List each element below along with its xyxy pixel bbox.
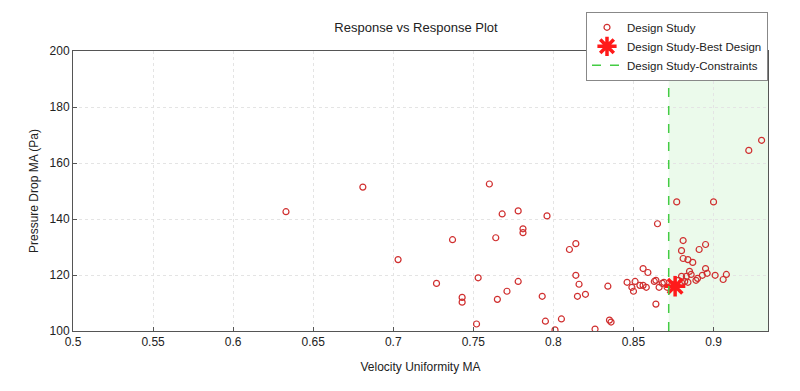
svg-text:100: 100 bbox=[50, 324, 70, 338]
svg-text:120: 120 bbox=[50, 268, 70, 282]
svg-text:0.5: 0.5 bbox=[65, 335, 82, 349]
svg-text:160: 160 bbox=[50, 156, 70, 170]
svg-text:0.55: 0.55 bbox=[141, 335, 165, 349]
svg-text:Design Study-Constraints: Design Study-Constraints bbox=[627, 60, 758, 72]
svg-text:0.6: 0.6 bbox=[225, 335, 242, 349]
svg-text:0.9: 0.9 bbox=[705, 335, 722, 349]
svg-text:0.7: 0.7 bbox=[385, 335, 402, 349]
svg-text:Design Study: Design Study bbox=[627, 22, 696, 34]
svg-text:0.75: 0.75 bbox=[462, 335, 486, 349]
svg-text:Response vs Response Plot: Response vs Response Plot bbox=[334, 20, 498, 35]
svg-text:180: 180 bbox=[50, 100, 70, 114]
svg-text:Design Study-Best Design: Design Study-Best Design bbox=[627, 41, 761, 53]
svg-text:0.8: 0.8 bbox=[545, 335, 562, 349]
svg-text:0.65: 0.65 bbox=[302, 335, 326, 349]
svg-text:140: 140 bbox=[50, 212, 70, 226]
svg-text:0.85: 0.85 bbox=[622, 335, 646, 349]
svg-text:Velocity Uniformity MA: Velocity Uniformity MA bbox=[360, 360, 480, 374]
svg-text:200: 200 bbox=[50, 44, 70, 58]
svg-text:Pressure Drop MA (Pa): Pressure Drop MA (Pa) bbox=[27, 129, 41, 253]
